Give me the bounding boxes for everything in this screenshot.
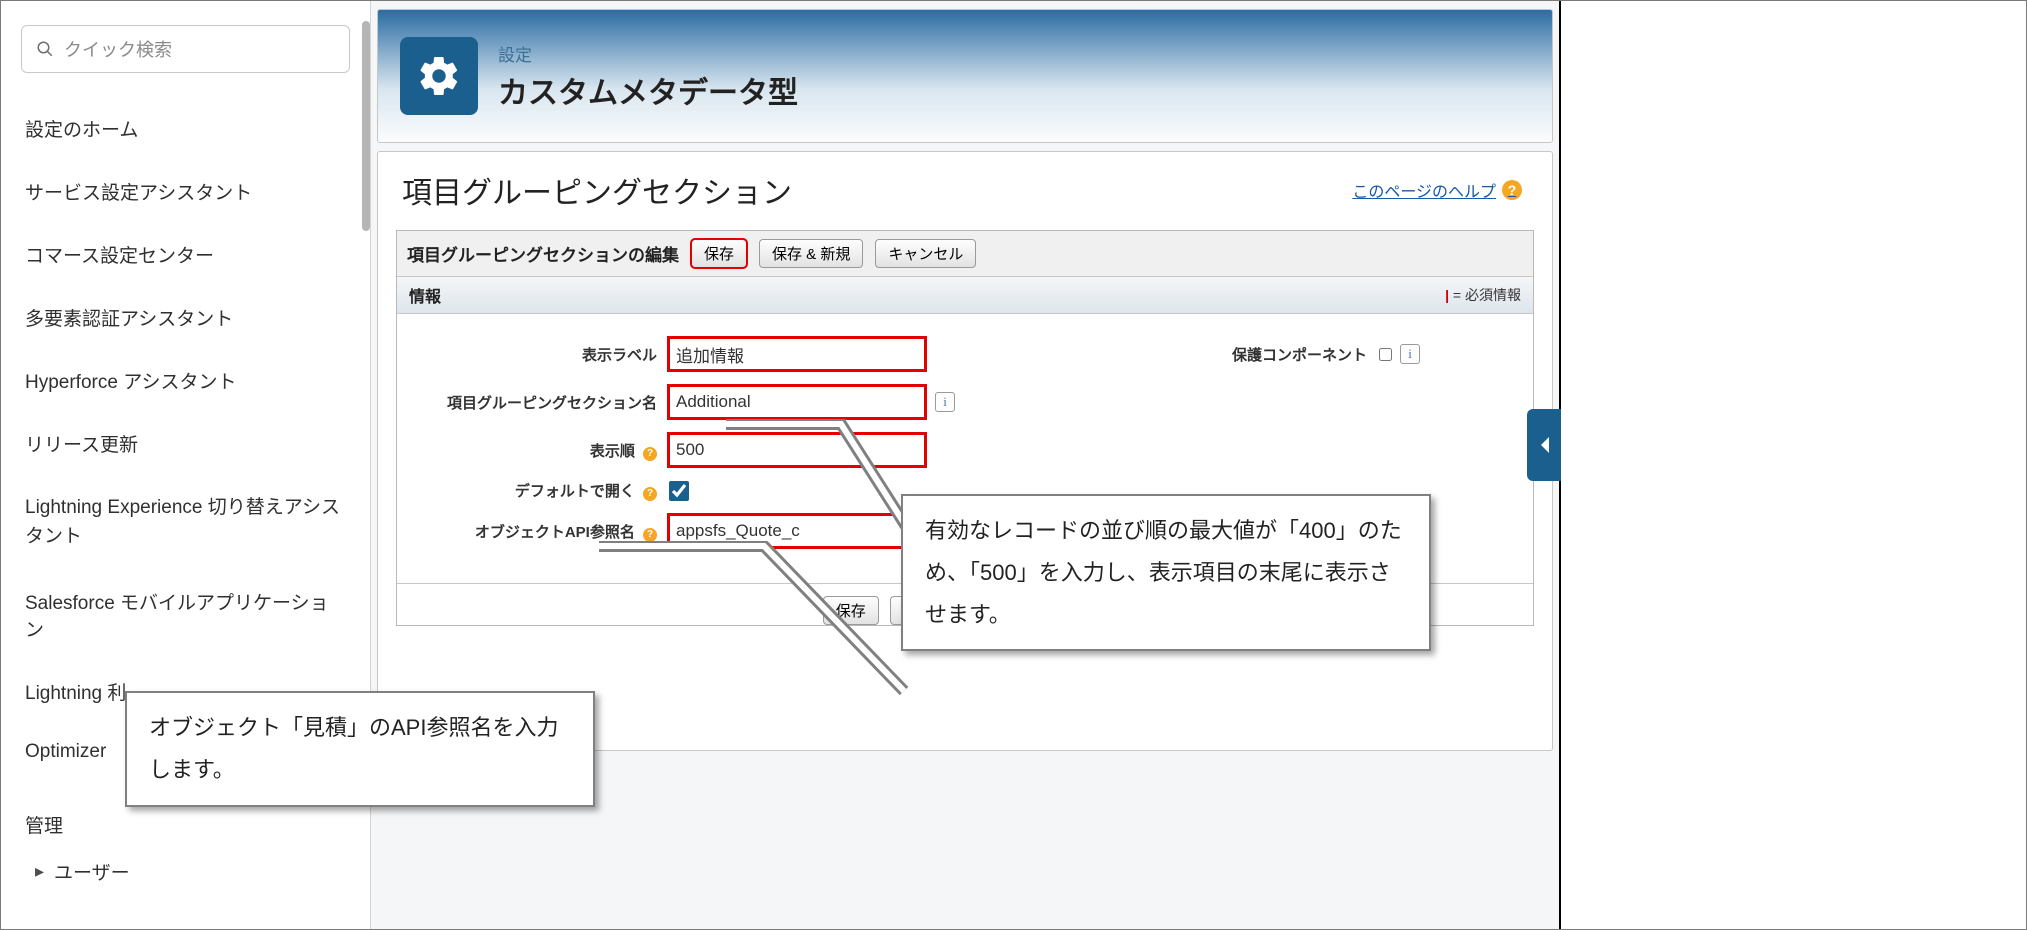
sidebar-item-hyperforce[interactable]: Hyperforce アシスタント	[25, 349, 346, 412]
label-default-open: デフォルトで開く	[515, 483, 635, 500]
field-help-icon[interactable]: ?	[643, 528, 657, 542]
info-section-label: 情報	[409, 283, 441, 307]
required-note: | = 必須情報	[1445, 285, 1521, 305]
quick-search[interactable]: クイック検索	[21, 25, 350, 73]
search-icon	[36, 40, 54, 58]
save-and-new-button-top[interactable]: 保存 & 新規	[759, 239, 863, 268]
page-help-link[interactable]: このページのヘルプ ?	[1352, 178, 1522, 202]
collapse-panel-tab[interactable]	[1527, 409, 1561, 481]
sidebar-tree-users[interactable]: ▸ ユーザー	[25, 848, 346, 905]
sidebar-item-release-updates[interactable]: リリース更新	[25, 412, 346, 475]
cancel-button-top[interactable]: キャンセル	[875, 239, 976, 268]
label-display-order: 表示順	[590, 443, 635, 460]
header-breadcrumb: 設定	[498, 41, 798, 66]
sidebar-tree-users-label: ユーザー	[54, 858, 130, 885]
input-display-label[interactable]	[667, 336, 927, 372]
search-placeholder: クイック検索	[64, 36, 172, 62]
label-section-name: 項目グルーピングセクション名	[417, 392, 667, 413]
input-object-api[interactable]	[667, 513, 927, 549]
label-object-api: オブジェクトAPI参照名	[475, 524, 635, 541]
field-help-icon[interactable]: ?	[643, 487, 657, 501]
save-button-top[interactable]: 保存	[691, 239, 747, 268]
sidebar-item-mfa-assistant[interactable]: 多要素認証アシスタント	[25, 286, 346, 349]
annotation-callout-display-order: 有効なレコードの並び順の最大値が「400」のため、「500」を入力し、表示項目の…	[901, 494, 1431, 651]
edit-toolbar: 項目グルーピングセクションの編集 保存 保存 & 新規 キャンセル	[397, 231, 1533, 277]
label-display-label: 表示ラベル	[417, 344, 667, 365]
header-title: カスタムメタデータ型	[498, 68, 798, 112]
field-help-icon[interactable]: ?	[643, 447, 657, 461]
checkbox-protected-component[interactable]	[1379, 348, 1392, 361]
edit-toolbar-title: 項目グルーピングセクションの編集	[407, 241, 679, 266]
label-protected-component: 保護コンポーネント	[1232, 347, 1367, 364]
sidebar-item-lex-switch[interactable]: Lightning Experience 切り替えアシスタント	[25, 475, 346, 570]
annotation-callout-api-name: オブジェクト「見積」のAPI参照名を入力します。	[125, 691, 595, 807]
input-display-order[interactable]	[667, 432, 927, 468]
info-icon[interactable]: i	[935, 392, 955, 412]
input-section-name[interactable]	[667, 384, 927, 420]
chevron-left-icon	[1537, 435, 1551, 455]
chevron-right-icon: ▸	[35, 861, 44, 882]
sidebar-item-setup-home[interactable]: 設定のホーム	[25, 97, 346, 160]
custom-metadata-icon	[400, 37, 478, 115]
sidebar-item-service-assistant[interactable]: サービス設定アシスタント	[25, 160, 346, 223]
checkbox-default-open[interactable]	[669, 481, 689, 501]
save-button-bottom[interactable]: 保存	[823, 596, 879, 625]
page-header: 設定 カスタムメタデータ型	[377, 9, 1553, 143]
sidebar-item-sf-mobile[interactable]: Salesforce モバイルアプリケーション	[25, 570, 346, 660]
info-icon[interactable]: i	[1400, 344, 1420, 364]
sidebar-scrollbar[interactable]	[362, 21, 370, 231]
help-icon: ?	[1502, 180, 1522, 200]
page-help-link-label: このページのヘルプ	[1352, 178, 1496, 202]
page-title: 項目グルーピングセクション	[402, 168, 792, 212]
sidebar-item-commerce-center[interactable]: コマース設定センター	[25, 223, 346, 286]
